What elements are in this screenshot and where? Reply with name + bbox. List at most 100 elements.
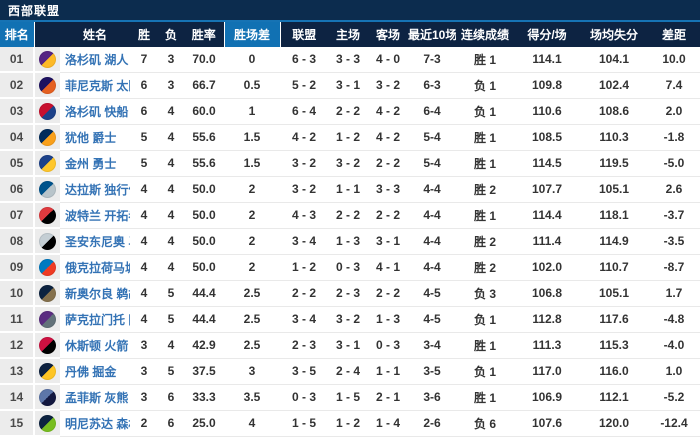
column-header-wins[interactable]: 胜 bbox=[130, 22, 158, 47]
away-record-cell: 3 - 1 bbox=[368, 228, 408, 255]
rank-cell: 15 bbox=[0, 410, 35, 437]
team-name-cell: 波特兰 开拓者 bbox=[60, 202, 130, 229]
last10-record-cell: 3-5 bbox=[408, 358, 456, 385]
losses-cell: 6 bbox=[158, 410, 184, 437]
conference-record-cell: 1 - 2 bbox=[280, 254, 328, 281]
suns-logo-icon[interactable] bbox=[39, 76, 56, 94]
conference-record-cell: 0 - 3 bbox=[280, 384, 328, 411]
point-diff-cell: -3.5 bbox=[648, 228, 700, 255]
points-per-game-cell: 114.1 bbox=[514, 47, 580, 73]
column-header-team[interactable]: 姓名 bbox=[60, 22, 130, 47]
team-link[interactable]: 菲尼克斯 太阳 bbox=[65, 78, 130, 93]
lakers-logo-icon[interactable] bbox=[39, 50, 56, 68]
team-row: 15 明尼苏达 森林狼2625.041 - 51 - 21 - 42-6负 610… bbox=[0, 410, 700, 437]
nuggets-logo-icon[interactable] bbox=[39, 362, 56, 380]
trail-blazers-logo-icon[interactable] bbox=[39, 206, 56, 224]
warriors-logo-icon[interactable] bbox=[39, 154, 56, 172]
column-header-losses[interactable]: 负 bbox=[158, 22, 184, 47]
opp-points-per-game-cell: 114.9 bbox=[580, 228, 648, 255]
team-link[interactable]: 金州 勇士 bbox=[65, 156, 117, 171]
streak-cell: 胜 2 bbox=[456, 254, 514, 281]
column-header-streak[interactable]: 连续成绩 bbox=[456, 22, 514, 47]
clippers-logo-icon[interactable] bbox=[39, 102, 56, 120]
team-link[interactable]: 洛杉矶 快船 bbox=[65, 104, 129, 119]
losses-cell: 5 bbox=[158, 306, 184, 333]
team-link[interactable]: 丹佛 掘金 bbox=[65, 364, 117, 379]
rank-cell: 07 bbox=[0, 202, 35, 229]
conference-record-cell: 3 - 4 bbox=[280, 306, 328, 333]
streak-cell: 胜 1 bbox=[456, 124, 514, 151]
away-record-cell: 4 - 1 bbox=[368, 254, 408, 281]
team-link[interactable]: 新奥尔良 鹈鹕 bbox=[65, 286, 130, 301]
team-logo-cell bbox=[34, 358, 60, 385]
thunder-logo-icon[interactable] bbox=[39, 258, 56, 276]
team-logo-cell bbox=[34, 150, 60, 177]
team-name-cell: 圣安东尼奥 马刺 bbox=[60, 228, 130, 255]
mavericks-logo-icon[interactable] bbox=[39, 180, 56, 198]
games-behind-cell: 2 bbox=[224, 202, 280, 229]
kings-logo-icon[interactable] bbox=[39, 310, 56, 328]
games-behind-cell: 2 bbox=[224, 176, 280, 203]
panel-title-bar: 西部联盟 bbox=[0, 0, 700, 20]
pelicans-logo-icon[interactable] bbox=[39, 284, 56, 302]
team-link[interactable]: 洛杉矶 湖人 bbox=[65, 52, 129, 67]
team-link[interactable]: 俄克拉荷马城 雷霆 bbox=[65, 260, 130, 275]
grizzlies-logo-icon[interactable] bbox=[39, 388, 56, 406]
column-header-opp-ppg[interactable]: 场均失分 bbox=[580, 22, 648, 47]
point-diff-cell: -4.8 bbox=[648, 306, 700, 333]
wins-cell: 2 bbox=[130, 410, 158, 437]
spurs-logo-icon[interactable] bbox=[39, 232, 56, 250]
team-link[interactable]: 明尼苏达 森林狼 bbox=[65, 416, 130, 431]
column-header-rank[interactable]: 排名 bbox=[0, 22, 35, 47]
streak-cell: 胜 1 bbox=[456, 384, 514, 411]
win-pct-cell: 50.0 bbox=[184, 254, 224, 281]
last10-record-cell: 4-5 bbox=[408, 280, 456, 307]
points-per-game-cell: 108.5 bbox=[514, 124, 580, 151]
team-name-cell: 休斯顿 火箭 bbox=[60, 332, 130, 359]
team-name-cell: 菲尼克斯 太阳 bbox=[60, 72, 130, 99]
rank-cell: 13 bbox=[0, 358, 35, 385]
team-name-cell: 丹佛 掘金 bbox=[60, 358, 130, 385]
column-header-last10[interactable]: 最近10场 bbox=[408, 22, 456, 47]
last10-record-cell: 4-4 bbox=[408, 176, 456, 203]
column-header-pct[interactable]: 胜率 bbox=[184, 22, 224, 47]
team-link[interactable]: 孟菲斯 灰熊 bbox=[65, 390, 129, 405]
points-per-game-cell: 111.3 bbox=[514, 332, 580, 359]
streak-cell: 胜 2 bbox=[456, 176, 514, 203]
jazz-logo-icon[interactable] bbox=[39, 128, 56, 146]
games-behind-cell: 1 bbox=[224, 98, 280, 125]
panel-title: 西部联盟 bbox=[8, 3, 61, 18]
losses-cell: 4 bbox=[158, 228, 184, 255]
team-link[interactable]: 波特兰 开拓者 bbox=[65, 208, 130, 223]
team-link[interactable]: 休斯顿 火箭 bbox=[65, 338, 129, 353]
wins-cell: 6 bbox=[130, 72, 158, 99]
team-link[interactable]: 犹他 爵士 bbox=[65, 130, 117, 145]
column-header-diff[interactable]: 差距 bbox=[648, 22, 700, 47]
wins-cell: 5 bbox=[130, 150, 158, 177]
losses-cell: 4 bbox=[158, 150, 184, 177]
column-header-home[interactable]: 主场 bbox=[328, 22, 368, 47]
team-link[interactable]: 萨克拉门托 国王 bbox=[65, 312, 130, 327]
timberwolves-logo-icon[interactable] bbox=[39, 414, 56, 432]
team-logo-cell bbox=[34, 124, 60, 151]
losses-cell: 3 bbox=[158, 72, 184, 99]
games-behind-cell: 2 bbox=[224, 254, 280, 281]
point-diff-cell: -4.0 bbox=[648, 332, 700, 359]
column-header-conference[interactable]: 联盟 bbox=[280, 22, 328, 47]
points-per-game-cell: 107.6 bbox=[514, 410, 580, 437]
team-link[interactable]: 达拉斯 独行侠 bbox=[65, 182, 130, 197]
team-logo-cell bbox=[34, 72, 60, 99]
column-header-away[interactable]: 客场 bbox=[368, 22, 408, 47]
opp-points-per-game-cell: 105.1 bbox=[580, 280, 648, 307]
streak-cell: 胜 2 bbox=[456, 228, 514, 255]
column-header-ppg[interactable]: 得分/场 bbox=[514, 22, 580, 47]
column-header-games-behind[interactable]: 胜场差 bbox=[223, 22, 281, 47]
standings-table: 排名 姓名 胜 负 胜率 胜场差 联盟 主场 客场 最近10场 连续成绩 得分/… bbox=[0, 22, 700, 437]
rockets-logo-icon[interactable] bbox=[39, 336, 56, 354]
away-record-cell: 4 - 0 bbox=[368, 47, 408, 73]
team-link[interactable]: 圣安东尼奥 马刺 bbox=[65, 234, 130, 249]
last10-record-cell: 3-4 bbox=[408, 332, 456, 359]
win-pct-cell: 33.3 bbox=[184, 384, 224, 411]
